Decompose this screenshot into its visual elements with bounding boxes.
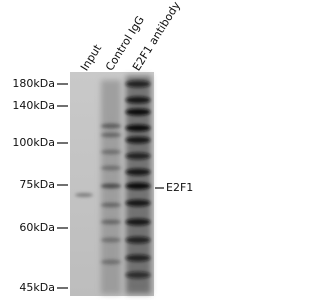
bands [75,80,151,279]
band [125,136,151,144]
lane-label: E2F1 antibody [130,0,183,73]
band [101,259,121,265]
marker-label: 75kDa [19,178,55,191]
band [125,182,151,190]
band [101,237,121,243]
band [101,132,121,138]
band [125,168,151,176]
band [125,271,151,279]
band [101,183,121,189]
marker-label: 100kDa [12,136,55,149]
band [101,149,121,155]
band [125,152,151,160]
band [125,199,151,207]
lane-label: Input [78,42,104,74]
band [125,96,151,104]
marker-label: 45kDa [19,281,55,294]
target-label: E2F1 [166,181,193,194]
band [101,165,121,171]
band [125,80,151,88]
band [125,124,151,132]
marker-label: 180kDa [12,77,55,90]
band [125,254,151,262]
marker-label: 60kDa [19,221,55,234]
marker-label: 140kDa [12,99,55,112]
band [101,202,121,208]
band [125,236,151,244]
western-blot-figure: E2F1 180kDa 140kDa 100kDa 75kDa 60kDa 45kDa In… [12,0,193,296]
band [101,219,121,225]
band [125,218,151,226]
band [125,108,151,116]
band [75,193,93,197]
band [101,123,121,129]
